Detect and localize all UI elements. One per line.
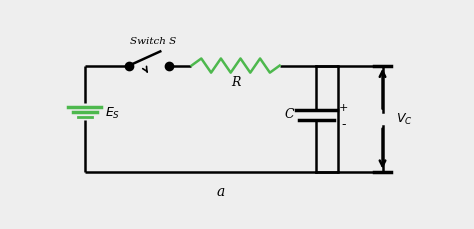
Text: Switch S: Switch S [130, 37, 176, 46]
Text: $V_C$: $V_C$ [396, 112, 413, 127]
Text: C: C [284, 107, 294, 120]
Text: a: a [217, 185, 225, 199]
Text: $E_S$: $E_S$ [105, 106, 120, 120]
Text: +: + [338, 102, 348, 112]
Text: -: - [341, 118, 346, 131]
Text: R: R [231, 76, 240, 89]
